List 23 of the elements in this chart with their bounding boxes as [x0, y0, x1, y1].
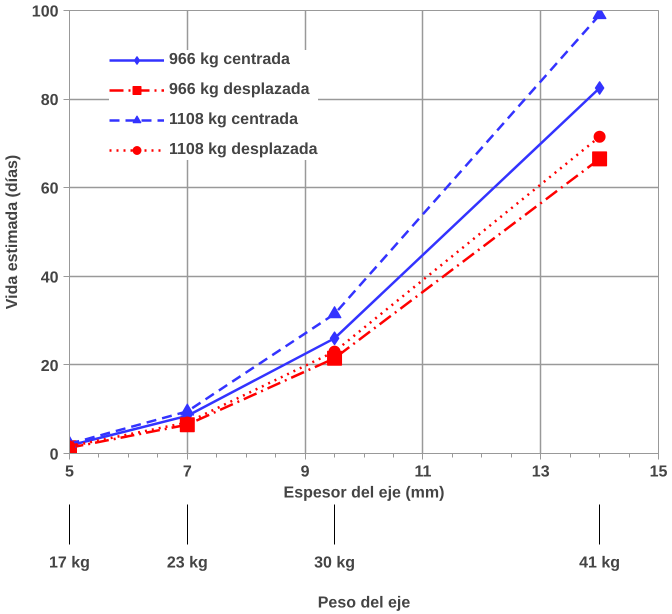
- x-tick-label: 9: [300, 464, 310, 480]
- y-tick-label: 0: [50, 446, 59, 464]
- x-tick-label: 13: [532, 464, 550, 480]
- legend-label: 966 kg centrada: [169, 51, 290, 69]
- x-tick-label: 5: [65, 464, 74, 480]
- x-tick-label: 11: [414, 464, 432, 480]
- legend-label: 1108 kg desplazada: [169, 141, 318, 159]
- legend-label: 966 kg desplazada: [169, 81, 310, 99]
- annotation: 17 kg: [49, 554, 90, 572]
- x-axis-title: Espesor del eje (mm): [284, 484, 444, 502]
- y-tick-label: 60: [40, 180, 59, 198]
- annotation: 30 kg: [314, 554, 356, 572]
- annotation: 23 kg: [166, 554, 208, 572]
- y-axis-title: Vida estimada (días): [4, 154, 21, 310]
- y-tick-label: 40: [40, 269, 59, 286]
- x2-axis-title: Peso del eje: [318, 594, 410, 612]
- y-tick-label: 80: [40, 92, 59, 110]
- x-tick-label: 15: [650, 464, 668, 480]
- legend-label: 1108 kg centrada: [169, 111, 298, 129]
- y-tick-label: 100: [32, 4, 59, 20]
- x-tick-label: 7: [182, 464, 192, 480]
- y-tick-label: 20: [40, 358, 59, 375]
- annotation: 41 kg: [579, 554, 620, 572]
